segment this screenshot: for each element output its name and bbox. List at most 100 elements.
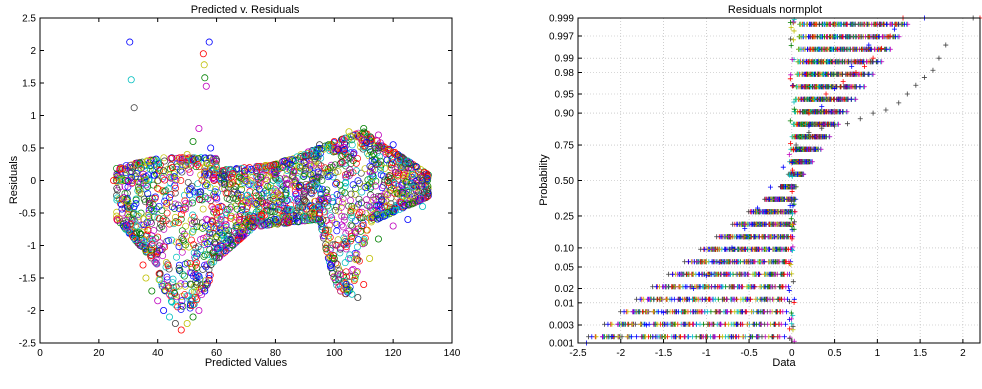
scatter-point bbox=[201, 62, 207, 68]
scatter-point bbox=[195, 181, 201, 187]
scatter-point bbox=[203, 83, 209, 89]
scatter-point bbox=[264, 177, 270, 183]
scatter-point bbox=[405, 216, 411, 222]
scatter-point bbox=[390, 223, 396, 229]
x-tick-label: 120 bbox=[385, 348, 402, 359]
normplot-point bbox=[771, 334, 776, 339]
normplot-point bbox=[740, 309, 745, 314]
scatter-point bbox=[347, 252, 353, 258]
scatter-points bbox=[110, 39, 431, 333]
normplot-point bbox=[647, 322, 652, 327]
normplot-point bbox=[714, 309, 719, 314]
scatter-point bbox=[324, 203, 330, 209]
scatter-point bbox=[138, 231, 144, 237]
scatter-point bbox=[375, 132, 381, 138]
scatter-point bbox=[140, 262, 146, 268]
normplot-point bbox=[720, 334, 725, 339]
chart-title: Predicted v. Residuals bbox=[191, 4, 300, 16]
scatter-point bbox=[155, 298, 161, 304]
scatter-point bbox=[156, 203, 162, 209]
scatter-point bbox=[183, 223, 189, 229]
scatter-point bbox=[180, 271, 186, 277]
scatter-point bbox=[362, 166, 368, 172]
scatter-point bbox=[176, 205, 182, 211]
normplot-point bbox=[782, 334, 787, 339]
normplot-point bbox=[665, 309, 670, 314]
scatter-point bbox=[238, 186, 244, 192]
scatter-point bbox=[332, 181, 338, 187]
y-tick-label: 2.5 bbox=[22, 14, 36, 25]
y-tick-label: -1.5 bbox=[19, 274, 37, 285]
scatter-point bbox=[202, 75, 208, 81]
y-tick-label: -0.5 bbox=[19, 209, 37, 220]
scatter-point bbox=[181, 273, 187, 279]
scatter-point bbox=[173, 254, 179, 260]
normplot-point bbox=[783, 322, 788, 327]
scatter-point bbox=[326, 205, 332, 211]
y-tick-label: -2 bbox=[27, 306, 36, 317]
scatter-point bbox=[206, 39, 212, 45]
normplot-point bbox=[762, 272, 767, 277]
scatter-point bbox=[419, 203, 425, 209]
scatter-point bbox=[149, 288, 155, 294]
scatter-point bbox=[346, 129, 352, 135]
y-axis-label: Residuals bbox=[8, 155, 20, 204]
scatter-point bbox=[342, 260, 348, 266]
scatter-point bbox=[159, 207, 165, 213]
scatter-point bbox=[179, 169, 185, 175]
y-tick-label: 0 bbox=[30, 176, 36, 187]
scatter-point bbox=[176, 243, 182, 249]
normplot-point bbox=[762, 309, 767, 314]
normplot-point bbox=[651, 309, 656, 314]
normplot-point bbox=[752, 234, 757, 239]
scatter-point bbox=[161, 307, 167, 313]
scatter-point bbox=[327, 213, 333, 219]
normplot-point bbox=[711, 334, 716, 339]
scatter-point bbox=[178, 327, 184, 333]
scatter-point bbox=[157, 225, 163, 231]
scatter-point bbox=[390, 142, 396, 148]
normplot-point bbox=[740, 334, 745, 339]
y-tick-label: 2 bbox=[30, 46, 36, 57]
scatter-point bbox=[347, 197, 353, 203]
normplot-point bbox=[746, 272, 751, 277]
scatter-point bbox=[200, 51, 206, 57]
scatter-point bbox=[127, 39, 133, 45]
x-tick-label: 140 bbox=[444, 348, 461, 359]
scatter-point bbox=[334, 221, 340, 227]
x-tick-label: 40 bbox=[152, 348, 164, 359]
normplot-point bbox=[782, 297, 787, 302]
normplot-point bbox=[634, 334, 639, 339]
normplot-point bbox=[780, 309, 785, 314]
grid-lines bbox=[578, 18, 980, 343]
normplot-point bbox=[638, 322, 643, 327]
scatter-point bbox=[172, 320, 178, 326]
scatter-point bbox=[340, 224, 346, 230]
scatter-point bbox=[185, 179, 191, 185]
scatter-point bbox=[131, 105, 137, 111]
predicted-vs-residuals-chart: Predicted v. Residuals 0 20 40 60 80 100 120 14… bbox=[0, 0, 491, 389]
normplot-point bbox=[726, 322, 731, 327]
y-tick-label: 0.5 bbox=[22, 144, 36, 155]
x-axis-label: Predicted Values bbox=[205, 357, 288, 369]
normplot-point bbox=[732, 309, 737, 314]
scatter-point bbox=[179, 298, 185, 304]
scatter-point bbox=[201, 253, 207, 259]
scatter-point bbox=[200, 206, 206, 212]
normplot-point bbox=[769, 272, 774, 277]
scatter-point bbox=[190, 314, 196, 320]
scatter-point bbox=[208, 145, 214, 151]
y-tick-label: 1 bbox=[30, 111, 36, 122]
scatter-point bbox=[145, 184, 151, 190]
scatter-point bbox=[372, 183, 378, 189]
x-tick-label: 0 bbox=[37, 348, 43, 359]
residuals-normplot-chart: Residuals normplot -2.5 -2 -1.5 -1 -0.5 0 0.5 1… bbox=[491, 0, 982, 389]
scatter-point bbox=[339, 200, 345, 206]
scatter-point bbox=[162, 177, 168, 183]
scatter-point bbox=[382, 165, 388, 171]
scatter-point bbox=[187, 169, 193, 175]
scatter-point bbox=[170, 276, 176, 282]
scatter-point bbox=[361, 281, 367, 287]
scatter-point bbox=[145, 212, 151, 218]
normplot-point bbox=[682, 334, 687, 339]
